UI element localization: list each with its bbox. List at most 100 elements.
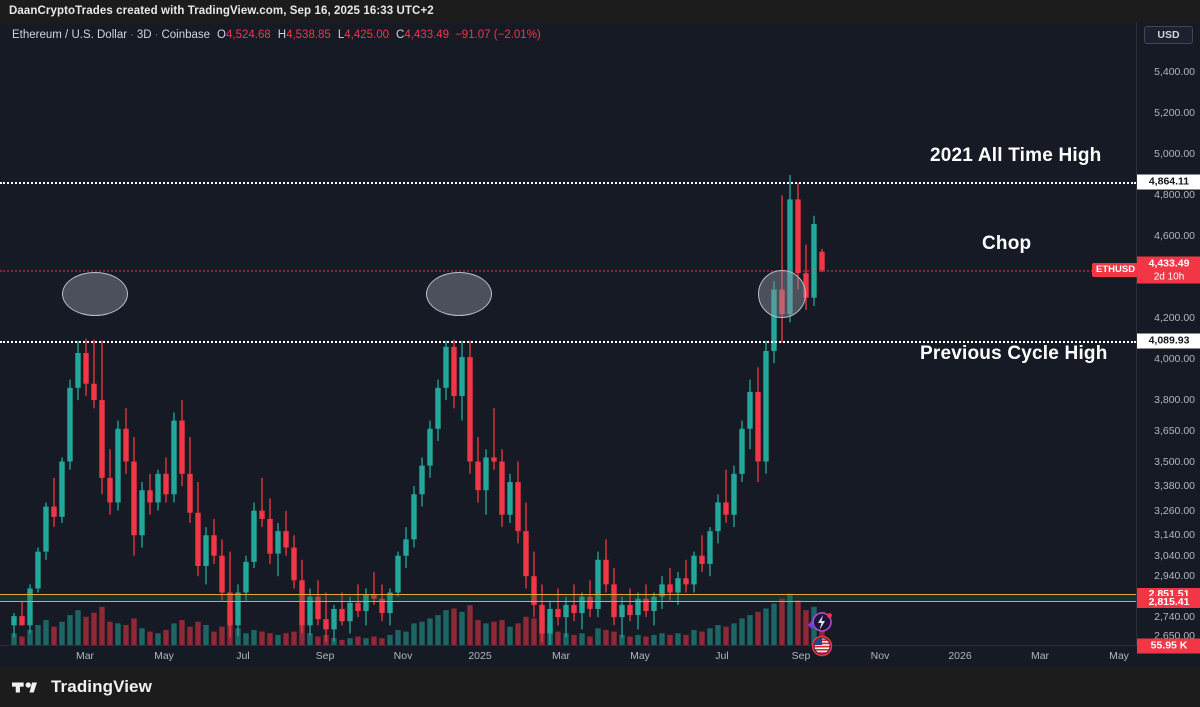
candle-body <box>363 594 369 611</box>
legend-close-key: C <box>396 29 405 41</box>
volume-bar <box>443 610 449 658</box>
candle-body <box>451 346 457 396</box>
candle-body <box>787 199 793 315</box>
price-tick: 5,000.00 <box>1154 148 1195 161</box>
earnings-event-icon[interactable] <box>808 611 834 635</box>
volume-bar <box>411 623 417 658</box>
last-price-value: 4,433.49 <box>1148 257 1190 270</box>
candle-body <box>307 596 313 626</box>
candle-body <box>355 602 361 611</box>
currency-chip[interactable]: USD <box>1144 26 1193 44</box>
ath-line-label[interactable]: 2021 All Time High <box>930 145 1102 167</box>
candle-body <box>603 559 609 585</box>
ath-line[interactable] <box>0 182 1136 185</box>
candle-body <box>707 531 713 564</box>
candle-body <box>235 592 241 626</box>
candle-body <box>91 383 97 401</box>
plot-area[interactable]: 2021 All Time High Chop Previous Cycle Hig… <box>0 22 1136 667</box>
chart-frame[interactable]: Ethereum / U.S. Dollar · 3D · Coinbase O… <box>0 22 1200 667</box>
candle-body <box>443 346 449 388</box>
candle-body <box>667 584 673 593</box>
candle-body <box>99 400 105 478</box>
tradingview-wordmark: TradingView <box>51 677 152 696</box>
legend-low: L4,425.00 <box>338 29 389 41</box>
branding-bar: TradingView <box>0 667 1200 707</box>
volume-bar <box>779 598 785 658</box>
volume-bar <box>515 623 521 658</box>
candle-body <box>683 578 689 585</box>
time-tick: Mar <box>75 650 95 662</box>
volume-bar <box>523 616 529 658</box>
legend-exchange[interactable]: Coinbase <box>161 29 211 41</box>
volume-bar <box>451 608 457 658</box>
us-flag-event-icon[interactable] <box>810 634 834 658</box>
candle-body <box>763 350 769 462</box>
candle-body <box>547 608 553 634</box>
time-axis[interactable]: Mar May Jul Sep Nov 2025 Mar May Jul Sep Nov 2026 Ma… <box>0 645 1200 667</box>
price-tick: 5,200.00 <box>1154 107 1195 120</box>
volume-bar <box>83 616 89 658</box>
legend-high-key: H <box>277 29 287 41</box>
volume-bar <box>787 593 793 658</box>
price-tick: 3,140.00 <box>1154 529 1195 542</box>
volume-bar <box>819 611 825 658</box>
volume-bar <box>459 611 465 658</box>
candle-body <box>523 531 529 577</box>
candle-body <box>75 353 81 388</box>
candle-body <box>635 598 641 616</box>
candle-body <box>659 584 665 597</box>
legend-separator-1: · <box>130 29 134 41</box>
price-tick: 2,940.00 <box>1154 570 1195 583</box>
chop-line[interactable] <box>0 270 1136 273</box>
volume-bar <box>219 626 225 658</box>
legend-open-value: 4,524.68 <box>225 29 271 41</box>
volume-bar <box>595 628 601 658</box>
cycle-high-ellipse-1[interactable] <box>62 272 128 316</box>
volume-bar <box>555 631 561 658</box>
legend-symbol[interactable]: Ethereum / U.S. Dollar <box>12 29 128 41</box>
cycle-high-ellipse-3[interactable] <box>758 270 806 318</box>
candle-body <box>123 428 129 462</box>
volume-bar <box>163 629 169 658</box>
candle-body <box>507 482 513 515</box>
time-tick: May <box>154 650 174 662</box>
candle-body <box>475 461 481 491</box>
time-tick: Mar <box>551 650 571 662</box>
candle-body <box>331 608 337 630</box>
time-tick: 2025 <box>468 650 492 662</box>
candle-body <box>819 251 825 271</box>
volume-badge[interactable]: 55.95 K <box>1137 638 1200 654</box>
candle-body <box>107 477 113 503</box>
chop-line-label[interactable]: Chop <box>982 233 1032 255</box>
last-price-badge[interactable]: 4,433.49 2d 10h <box>1137 256 1200 284</box>
price-axis[interactable]: USD 5,400.00 5,200.00 5,000.00 4,800.00 4,60… <box>1136 22 1200 667</box>
candle-body <box>427 428 433 466</box>
volume-bar <box>91 612 97 658</box>
prev-cycle-high-line[interactable] <box>0 340 1136 343</box>
ath-level-badge[interactable]: 4,864.11 <box>1137 174 1200 190</box>
band-lower-badge[interactable]: 2,815.41 <box>1137 595 1200 608</box>
attribution-bar: DaanCryptoTrades created with TradingVie… <box>0 0 1200 22</box>
prev-cycle-high-badge[interactable]: 4,089.93 <box>1137 333 1200 349</box>
candle-body <box>187 473 193 513</box>
candle-body <box>147 490 153 503</box>
candle-body <box>251 510 257 562</box>
chart-legend[interactable]: Ethereum / U.S. Dollar · 3D · Coinbase O… <box>12 29 541 41</box>
support-band[interactable] <box>0 594 1136 602</box>
candle-body <box>115 428 121 503</box>
candle-body <box>563 604 569 618</box>
candle-body <box>59 461 65 517</box>
candle-body <box>283 531 289 548</box>
volume-bar <box>795 600 801 658</box>
candle-body <box>395 555 401 593</box>
prev-cycle-high-line-label[interactable]: Previous Cycle High <box>920 342 1108 364</box>
cycle-high-ellipse-2[interactable] <box>426 272 492 316</box>
volume-bar <box>507 626 513 658</box>
ticker-tag[interactable]: ETHUSD <box>1092 263 1140 278</box>
volume-bar <box>771 603 777 658</box>
legend-interval[interactable]: 3D <box>136 29 152 41</box>
time-tick: 2026 <box>948 650 972 662</box>
candle-body <box>411 494 417 540</box>
candle-body <box>83 353 89 384</box>
candle-body <box>739 428 745 474</box>
